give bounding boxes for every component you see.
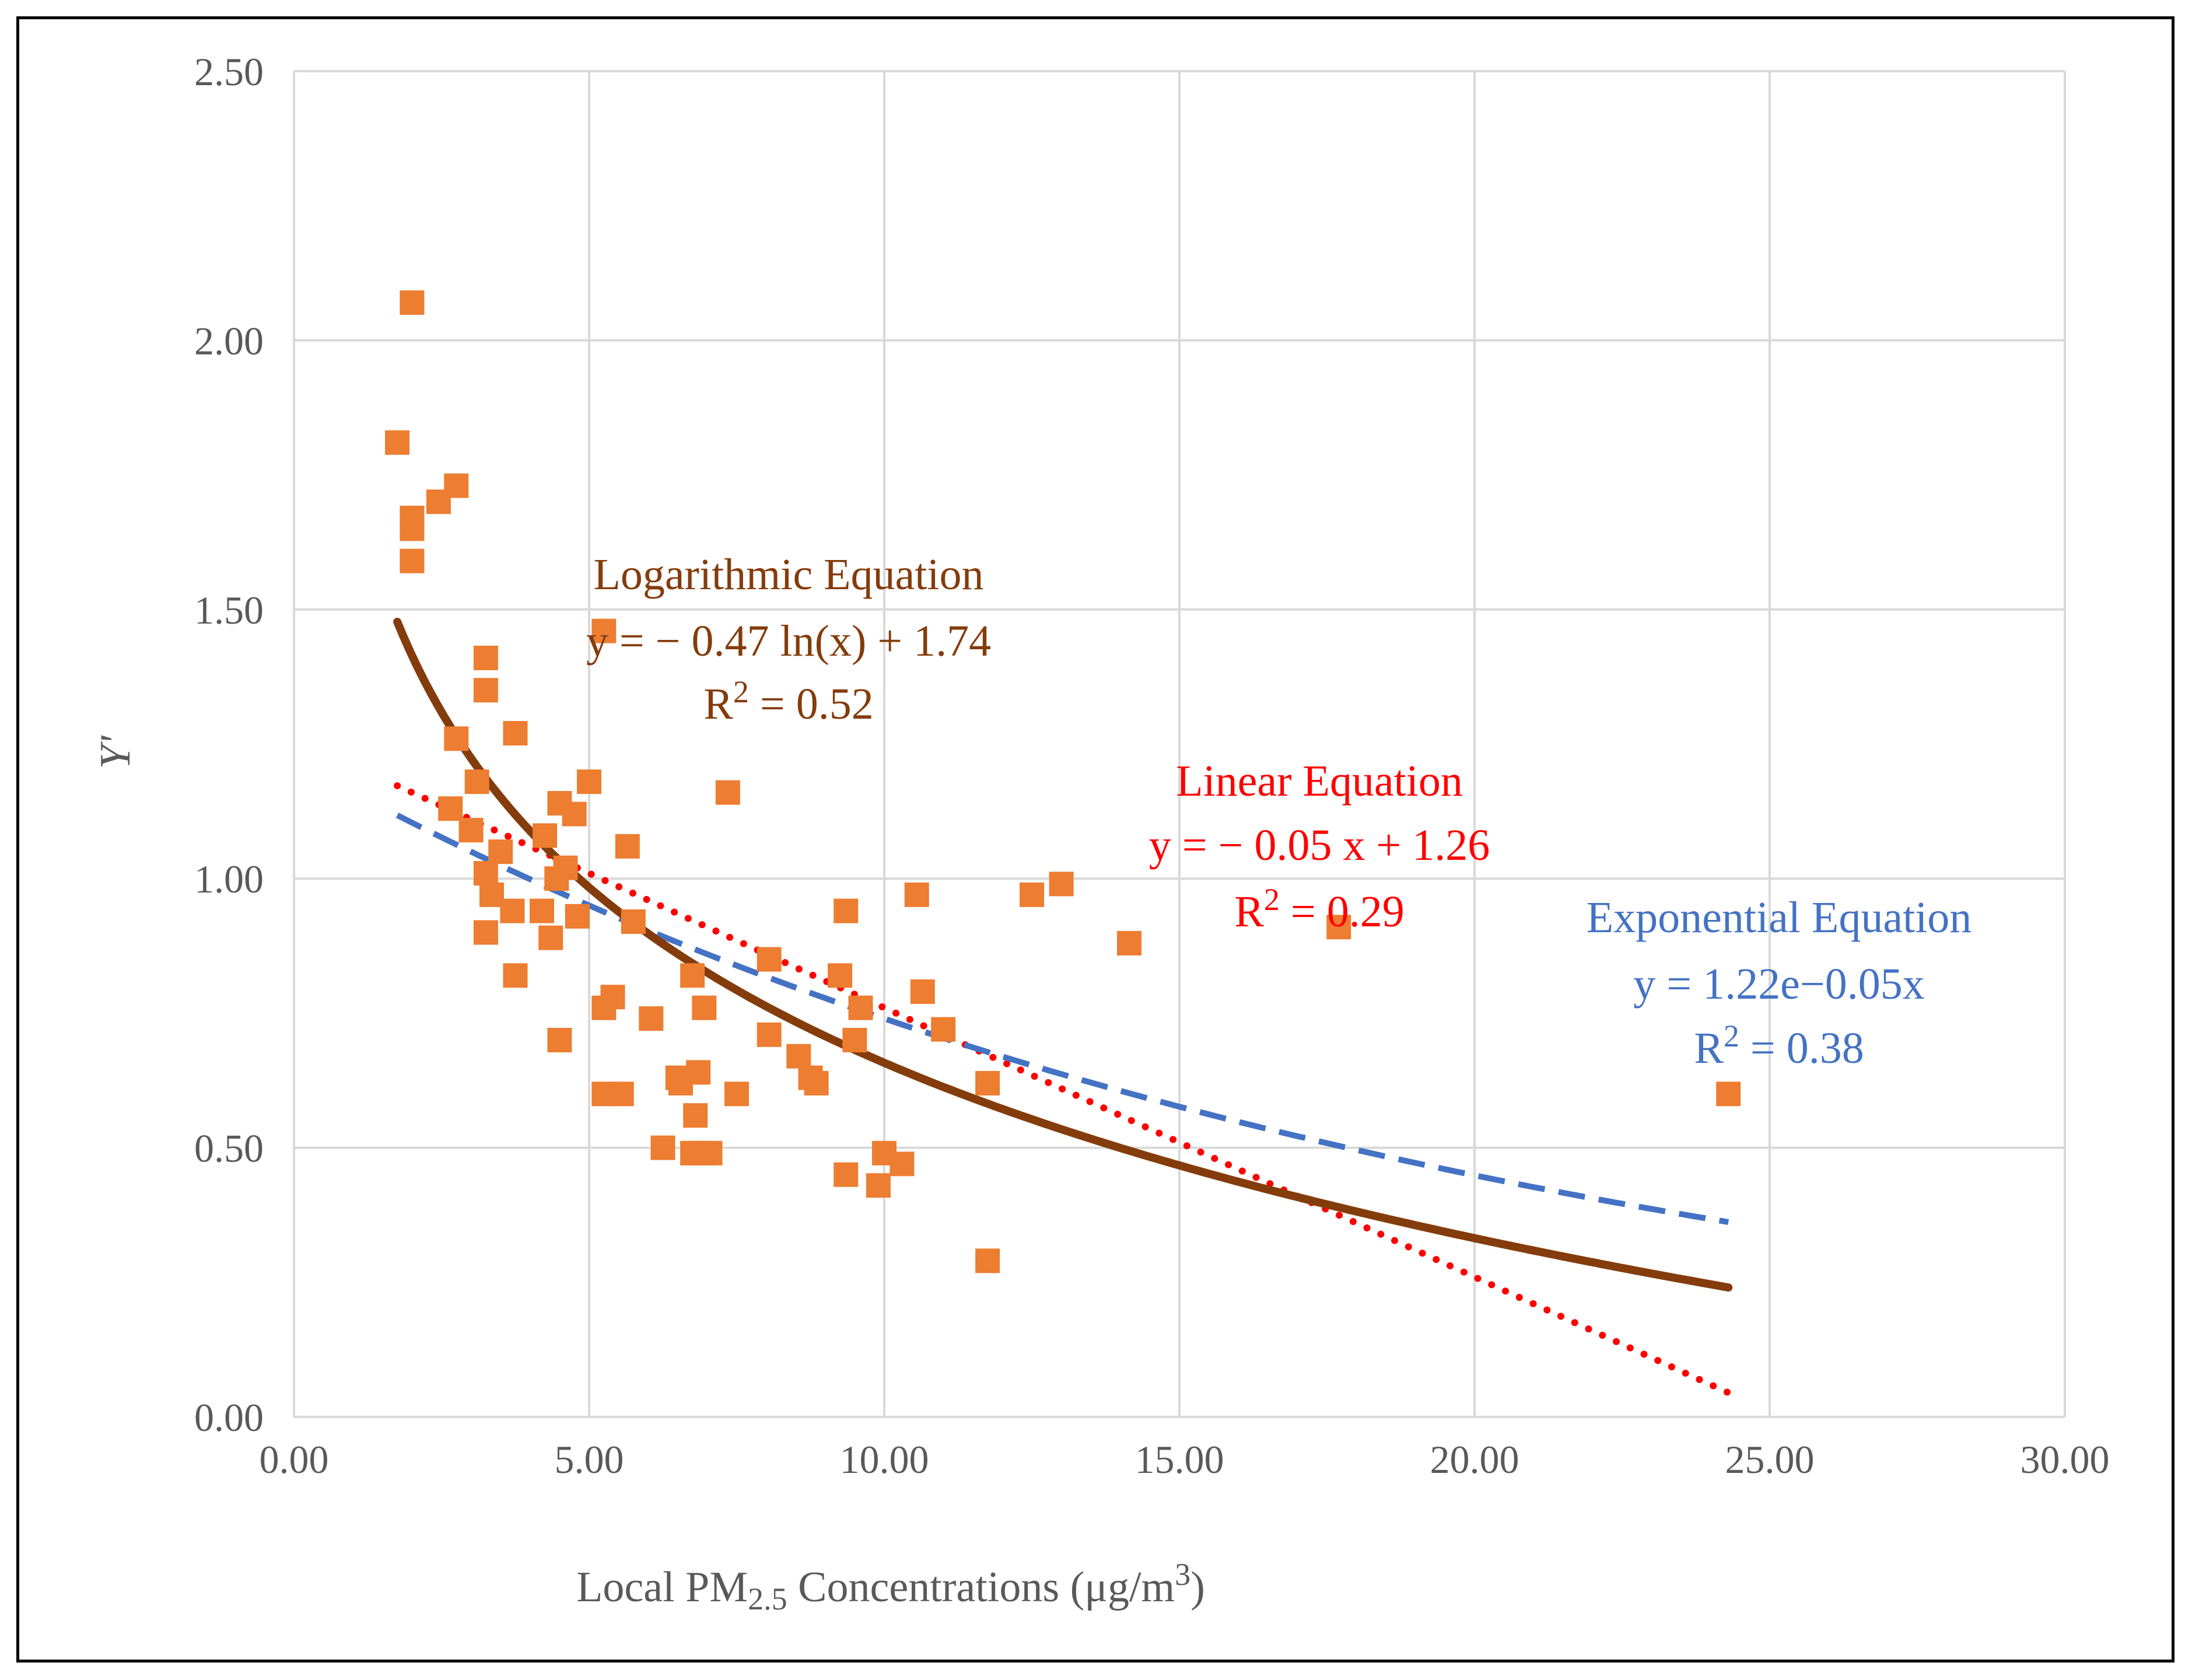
data-point	[668, 1070, 693, 1096]
data-point	[715, 780, 740, 805]
data-point	[544, 866, 569, 891]
exp-equation-title: Exponential Equation	[1587, 893, 1972, 942]
data-point	[1020, 882, 1044, 907]
data-point	[866, 1173, 891, 1198]
y-axis-title: Y'	[92, 735, 139, 769]
data-point	[473, 678, 498, 703]
data-point	[538, 925, 563, 950]
data-point	[848, 995, 873, 1020]
data-point	[683, 1103, 708, 1128]
linear-equation-r2: R2 = 0.29	[1234, 882, 1405, 936]
data-point	[503, 963, 528, 988]
data-point	[910, 979, 935, 1004]
data-point	[488, 839, 513, 864]
data-point	[757, 1022, 782, 1047]
data-point	[438, 796, 463, 821]
data-point	[680, 963, 705, 988]
data-point	[1117, 930, 1141, 956]
log-equation-formula: y = − 0.47 ln(x) + 1.74	[586, 617, 991, 666]
data-point	[444, 726, 469, 751]
linear-equation-title: Linear Equation	[1176, 757, 1463, 806]
linear-trendline	[394, 782, 1732, 1396]
linear-equation-annotation: Linear Equation y = − 0.05 x + 1.26 R2 =…	[1149, 757, 1490, 936]
data-point	[458, 818, 484, 843]
y-tick-label: 0.50	[194, 1126, 264, 1171]
data-point	[562, 802, 587, 827]
data-point	[724, 1082, 749, 1107]
data-point	[400, 290, 425, 315]
exp-equation-r2: R2 = 0.38	[1694, 1019, 1864, 1073]
linear-equation-formula: y = − 0.05 x + 1.26	[1149, 821, 1490, 870]
data-point	[464, 769, 489, 794]
data-point	[689, 1140, 714, 1166]
y-tick-label: 2.50	[194, 50, 264, 94]
data-point	[1716, 1082, 1741, 1107]
x-tick-label: 30.00	[2021, 1437, 2110, 1482]
data-point	[890, 1152, 915, 1177]
x-tick-label: 20.00	[1430, 1437, 1519, 1482]
logarithmic-trendline	[393, 618, 1733, 1292]
data-point	[931, 1017, 956, 1042]
data-point	[834, 898, 859, 923]
x-tick-label: 5.00	[555, 1437, 624, 1482]
chart-frame	[16, 16, 2175, 1662]
exp-equation-annotation: Exponential Equation y = 1.22e−0.05x R2 …	[1587, 893, 1972, 1073]
x-axis-title: Local PM2.5 Concentrations (μg/m3)	[576, 1557, 1205, 1616]
data-point	[591, 995, 617, 1020]
data-point	[400, 516, 425, 541]
data-point	[385, 430, 410, 455]
y-tick-label: 1.50	[194, 588, 264, 632]
data-point	[503, 721, 528, 746]
data-point	[565, 904, 590, 929]
data-point	[804, 1070, 829, 1096]
x-tick-label: 0.00	[260, 1437, 329, 1482]
data-point	[615, 834, 640, 859]
exponential-trendline	[395, 813, 1729, 1225]
data-point	[786, 1044, 811, 1069]
data-point	[975, 1070, 1000, 1096]
y-tick-label: 1.00	[194, 857, 264, 901]
data-point	[757, 947, 782, 972]
data-point	[400, 548, 425, 573]
gridlines	[293, 70, 2066, 1418]
y-tick-label: 2.00	[194, 318, 264, 363]
data-point	[639, 1006, 664, 1031]
data-point	[692, 995, 717, 1020]
data-point	[473, 645, 498, 670]
data-point	[834, 1162, 859, 1187]
y-tick-label: 0.00	[194, 1395, 264, 1440]
data-point	[547, 1028, 572, 1052]
data-point	[479, 882, 504, 907]
tick-labels: 0.00 5.00 10.00 15.00 20.00 25.00 30.00 0.00 0.5…	[194, 50, 2110, 1482]
data-point	[577, 769, 601, 794]
log-equation-r2: R2 = 0.52	[703, 674, 874, 729]
data-point	[1326, 915, 1351, 940]
data-point	[500, 898, 525, 923]
trendlines	[393, 618, 1733, 1396]
data-point	[530, 898, 554, 923]
x-tick-label: 15.00	[1135, 1437, 1224, 1482]
data-point	[842, 1028, 867, 1052]
exp-equation-formula: y = 1.22e−0.05x	[1633, 960, 1924, 1009]
data-point	[426, 489, 451, 514]
data-point	[650, 1135, 675, 1160]
log-equation-annotation: Logarithmic Equation y = − 0.47 ln(x) + …	[586, 550, 991, 729]
data-point	[591, 618, 617, 643]
data-point	[621, 909, 646, 934]
data-point	[1049, 872, 1074, 897]
data-point	[473, 861, 498, 886]
data-point	[904, 882, 929, 907]
data-points	[385, 290, 1741, 1273]
data-point	[609, 1082, 634, 1107]
data-point	[828, 963, 853, 988]
data-point	[533, 823, 558, 848]
x-tick-label: 25.00	[1725, 1437, 1815, 1482]
log-equation-title: Logarithmic Equation	[593, 550, 983, 599]
x-tick-label: 10.00	[840, 1437, 929, 1482]
data-point	[473, 920, 498, 945]
data-point	[975, 1248, 1000, 1273]
